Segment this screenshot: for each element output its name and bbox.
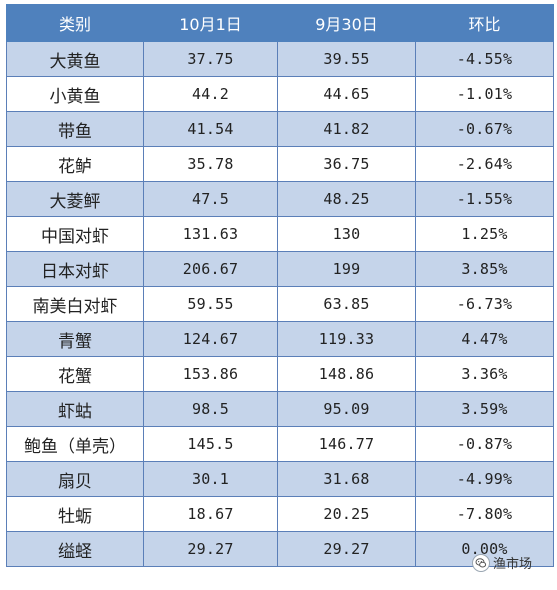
table-row: 南美白对虾 59.55 63.85 -6.73% xyxy=(6,286,554,322)
cell-sep-30-price: 36.75 xyxy=(277,146,416,182)
header-category: 类别 xyxy=(6,4,144,42)
table-row: 大菱鲆 47.5 48.25 -1.55% xyxy=(6,181,554,217)
cell-category: 花蟹 xyxy=(6,356,144,392)
cell-oct-1-price: 59.55 xyxy=(143,286,278,322)
table-row: 带鱼 41.54 41.82 -0.67% xyxy=(6,111,554,147)
table-header-row: 类别 10月1日 9月30日 环比 xyxy=(6,4,554,42)
cell-oct-1-price: 44.2 xyxy=(143,76,278,112)
table-row: 大黄鱼 37.75 39.55 -4.55% xyxy=(6,41,554,77)
cell-change: 3.85% xyxy=(415,251,554,287)
cell-category: 花鲈 xyxy=(6,146,144,182)
cell-oct-1-price: 124.67 xyxy=(143,321,278,357)
cell-oct-1-price: 131.63 xyxy=(143,216,278,252)
cell-category: 扇贝 xyxy=(6,461,144,497)
cell-category: 中国对虾 xyxy=(6,216,144,252)
cell-category: 牡蛎 xyxy=(6,496,144,532)
cell-oct-1-price: 30.1 xyxy=(143,461,278,497)
table-row: 虾蛄 98.5 95.09 3.59% xyxy=(6,391,554,427)
cell-sep-30-price: 95.09 xyxy=(277,391,416,427)
cell-sep-30-price: 39.55 xyxy=(277,41,416,77)
cell-oct-1-price: 47.5 xyxy=(143,181,278,217)
cell-sep-30-price: 48.25 xyxy=(277,181,416,217)
cell-sep-30-price: 130 xyxy=(277,216,416,252)
cell-change: 1.25% xyxy=(415,216,554,252)
cell-category: 缢蛏 xyxy=(6,531,144,567)
table-row: 中国对虾 131.63 130 1.25% xyxy=(6,216,554,252)
cell-sep-30-price: 41.82 xyxy=(277,111,416,147)
cell-oct-1-price: 37.75 xyxy=(143,41,278,77)
watermark: 渔市场 xyxy=(472,553,532,572)
cell-oct-1-price: 29.27 xyxy=(143,531,278,567)
cell-change: 3.59% xyxy=(415,391,554,427)
cell-oct-1-price: 41.54 xyxy=(143,111,278,147)
cell-category: 日本对虾 xyxy=(6,251,144,287)
cell-change: -1.55% xyxy=(415,181,554,217)
table-row: 扇贝 30.1 31.68 -4.99% xyxy=(6,461,554,497)
cell-category: 南美白对虾 xyxy=(6,286,144,322)
table-row: 牡蛎 18.67 20.25 -7.80% xyxy=(6,496,554,532)
header-change: 环比 xyxy=(415,4,554,42)
header-oct-1: 10月1日 xyxy=(143,4,278,42)
cell-change: -2.64% xyxy=(415,146,554,182)
cell-change: 4.47% xyxy=(415,321,554,357)
cell-sep-30-price: 29.27 xyxy=(277,531,416,567)
table-row: 花鲈 35.78 36.75 -2.64% xyxy=(6,146,554,182)
cell-change: -1.01% xyxy=(415,76,554,112)
price-comparison-table: 类别 10月1日 9月30日 环比 大黄鱼 37.75 39.55 -4.55% 小黄鱼… xyxy=(6,4,554,567)
cell-sep-30-price: 148.86 xyxy=(277,356,416,392)
cell-sep-30-price: 146.77 xyxy=(277,426,416,462)
cell-sep-30-price: 119.33 xyxy=(277,321,416,357)
table-row: 鲍鱼（单壳） 145.5 146.77 -0.87% xyxy=(6,426,554,462)
cell-sep-30-price: 44.65 xyxy=(277,76,416,112)
cell-oct-1-price: 153.86 xyxy=(143,356,278,392)
cell-sep-30-price: 199 xyxy=(277,251,416,287)
header-sep-30: 9月30日 xyxy=(277,4,416,42)
cell-oct-1-price: 98.5 xyxy=(143,391,278,427)
cell-category: 虾蛄 xyxy=(6,391,144,427)
cell-sep-30-price: 31.68 xyxy=(277,461,416,497)
cell-change: -4.99% xyxy=(415,461,554,497)
cell-change: -7.80% xyxy=(415,496,554,532)
cell-oct-1-price: 145.5 xyxy=(143,426,278,462)
cell-oct-1-price: 35.78 xyxy=(143,146,278,182)
cell-category: 大黄鱼 xyxy=(6,41,144,77)
cell-change: 3.36% xyxy=(415,356,554,392)
cell-change: -0.67% xyxy=(415,111,554,147)
cell-change: -6.73% xyxy=(415,286,554,322)
cell-change: -4.55% xyxy=(415,41,554,77)
table-row: 日本对虾 206.67 199 3.85% xyxy=(6,251,554,287)
table-row: 青蟹 124.67 119.33 4.47% xyxy=(6,321,554,357)
wechat-logo-icon xyxy=(472,553,490,572)
cell-category: 小黄鱼 xyxy=(6,76,144,112)
table-row: 小黄鱼 44.2 44.65 -1.01% xyxy=(6,76,554,112)
cell-category: 带鱼 xyxy=(6,111,144,147)
cell-change: -0.87% xyxy=(415,426,554,462)
watermark-text: 渔市场 xyxy=(493,557,533,572)
cell-sep-30-price: 63.85 xyxy=(277,286,416,322)
cell-sep-30-price: 20.25 xyxy=(277,496,416,532)
cell-oct-1-price: 18.67 xyxy=(143,496,278,532)
table-row: 花蟹 153.86 148.86 3.36% xyxy=(6,356,554,392)
cell-category: 青蟹 xyxy=(6,321,144,357)
cell-oct-1-price: 206.67 xyxy=(143,251,278,287)
cell-category: 大菱鲆 xyxy=(6,181,144,217)
cell-category: 鲍鱼（单壳） xyxy=(6,426,144,462)
